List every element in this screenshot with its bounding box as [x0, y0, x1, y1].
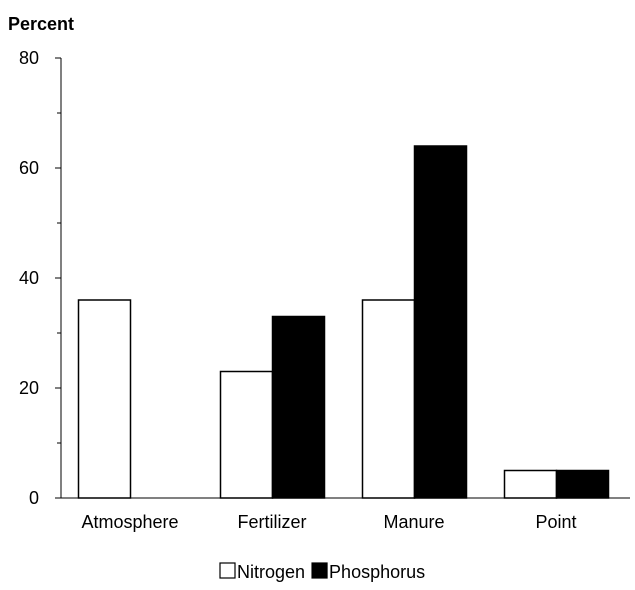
- bar-nitrogen-manure: [361, 299, 416, 499]
- y-tick-label: 20: [19, 378, 39, 398]
- category-label-manure: Manure: [383, 512, 444, 532]
- bar-phosphorus-fertilizer: [271, 315, 326, 499]
- category-label-point: Point: [535, 512, 576, 532]
- y-axis-label: Percent: [8, 14, 74, 34]
- y-tick-label: 40: [19, 268, 39, 288]
- legend-swatch-phosphorus: [311, 562, 328, 579]
- legend-swatch-nitrogen: [219, 562, 236, 579]
- bar-phosphorus-point: [555, 469, 610, 499]
- category-labels: Atmosphere Fertilizer Manure Point: [81, 512, 576, 532]
- bars: [77, 145, 610, 499]
- y-axis: 0 20 40 60 80: [19, 48, 62, 508]
- y-tick-label: 60: [19, 158, 39, 178]
- bar-nitrogen-fertilizer: [219, 370, 274, 499]
- legend: Nitrogen Phosphorus: [219, 562, 425, 582]
- category-label-atmosphere: Atmosphere: [81, 512, 178, 532]
- legend-label-nitrogen: Nitrogen: [237, 562, 305, 582]
- legend-label-phosphorus: Phosphorus: [329, 562, 425, 582]
- bar-phosphorus-manure: [413, 145, 468, 499]
- y-tick-label: 0: [29, 488, 39, 508]
- bar-nitrogen-point: [503, 469, 558, 499]
- category-label-fertilizer: Fertilizer: [237, 512, 306, 532]
- bar-nitrogen-atmosphere: [77, 299, 132, 499]
- y-tick-label: 80: [19, 48, 39, 68]
